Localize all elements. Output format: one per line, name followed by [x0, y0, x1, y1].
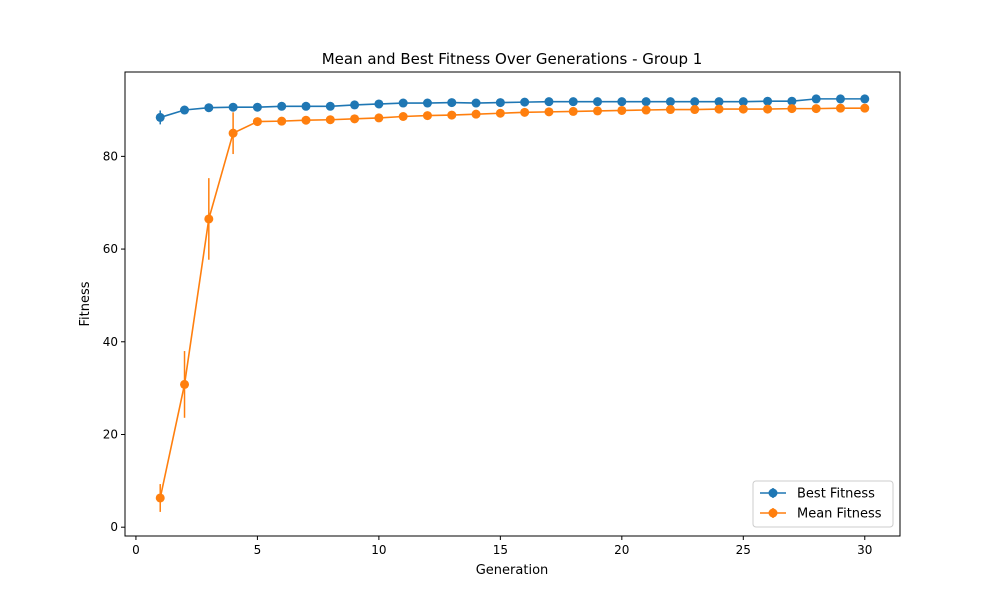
x-axis-label: Generation	[476, 563, 549, 578]
series-line	[159, 98, 865, 119]
data-point	[568, 97, 578, 107]
data-point	[204, 214, 214, 224]
data-point	[811, 104, 821, 114]
data-point	[690, 97, 700, 107]
data-point	[228, 128, 238, 138]
data-point	[180, 105, 190, 115]
data-point	[398, 111, 408, 121]
data-point	[520, 97, 530, 107]
data-point	[228, 102, 238, 112]
y-tick-label: 40	[103, 335, 118, 349]
plot-frame	[124, 71, 901, 537]
data-point	[301, 115, 311, 125]
x-tick-label: 5	[254, 543, 262, 557]
data-point	[593, 106, 603, 116]
data-point	[520, 107, 530, 117]
legend-label: Mean Fitness	[797, 507, 882, 522]
x-tick-label: 0	[132, 543, 140, 557]
data-point	[738, 104, 748, 114]
series-mean-fitness	[155, 103, 870, 512]
data-point	[350, 100, 360, 110]
data-point	[155, 493, 165, 503]
data-point	[301, 101, 311, 111]
y-tick-label: 60	[103, 242, 118, 256]
y-tick-label: 20	[103, 427, 118, 441]
data-point	[447, 98, 457, 108]
chart-title: Mean and Best Fitness Over Generations -…	[322, 50, 703, 68]
legend-box	[752, 480, 894, 528]
data-point	[617, 105, 627, 115]
data-point	[544, 107, 554, 117]
x-tick-label: 25	[736, 543, 751, 557]
data-point	[811, 94, 821, 104]
data-point	[495, 98, 505, 108]
data-point	[568, 106, 578, 116]
data-point	[325, 115, 335, 125]
data-point	[350, 114, 360, 124]
plot-area	[155, 94, 870, 512]
y-axis-label: Fitness	[78, 281, 93, 326]
data-point	[374, 99, 384, 109]
data-point	[471, 98, 481, 108]
data-point	[593, 97, 603, 107]
data-point	[374, 113, 384, 123]
series-line	[159, 107, 865, 499]
data-point	[325, 101, 335, 111]
data-point	[787, 104, 797, 114]
data-point	[763, 104, 773, 114]
data-point	[787, 96, 797, 106]
data-point	[277, 116, 287, 126]
data-point	[690, 105, 700, 115]
data-point	[252, 102, 262, 112]
data-point	[398, 98, 408, 108]
data-point	[155, 112, 165, 122]
data-point	[641, 97, 651, 107]
x-tick-label: 30	[857, 543, 872, 557]
x-tick-label: 15	[493, 543, 508, 557]
data-point	[252, 117, 262, 127]
data-point	[447, 110, 457, 120]
series-best-fitness	[155, 94, 870, 125]
data-point	[617, 97, 627, 107]
y-axis: 0 20 40 60 80	[103, 149, 125, 534]
data-point	[763, 96, 773, 106]
legend-marker	[768, 488, 778, 498]
data-point	[860, 103, 870, 113]
data-point	[860, 94, 870, 104]
y-tick-label: 80	[103, 149, 118, 163]
data-point	[835, 94, 845, 104]
data-point	[714, 104, 724, 114]
data-point	[495, 108, 505, 118]
data-point	[835, 103, 845, 113]
legend-label: Best Fitness	[797, 487, 875, 502]
legend: Best Fitness Mean Fitness	[752, 480, 894, 528]
data-point	[738, 97, 748, 107]
data-point	[422, 111, 432, 121]
data-point	[422, 98, 432, 108]
data-point	[544, 97, 554, 107]
data-point	[471, 109, 481, 119]
y-tick-label: 0	[110, 520, 118, 534]
data-point	[714, 97, 724, 107]
x-axis: 0 5 10 15 20 25 30	[132, 536, 872, 557]
data-point	[665, 105, 675, 115]
data-point	[277, 101, 287, 111]
x-tick-label: 10	[371, 543, 386, 557]
data-point	[665, 97, 675, 107]
data-point	[180, 379, 190, 389]
data-point	[204, 103, 214, 113]
legend-marker	[768, 508, 778, 518]
data-point	[641, 105, 651, 115]
x-tick-label: 20	[614, 543, 629, 557]
